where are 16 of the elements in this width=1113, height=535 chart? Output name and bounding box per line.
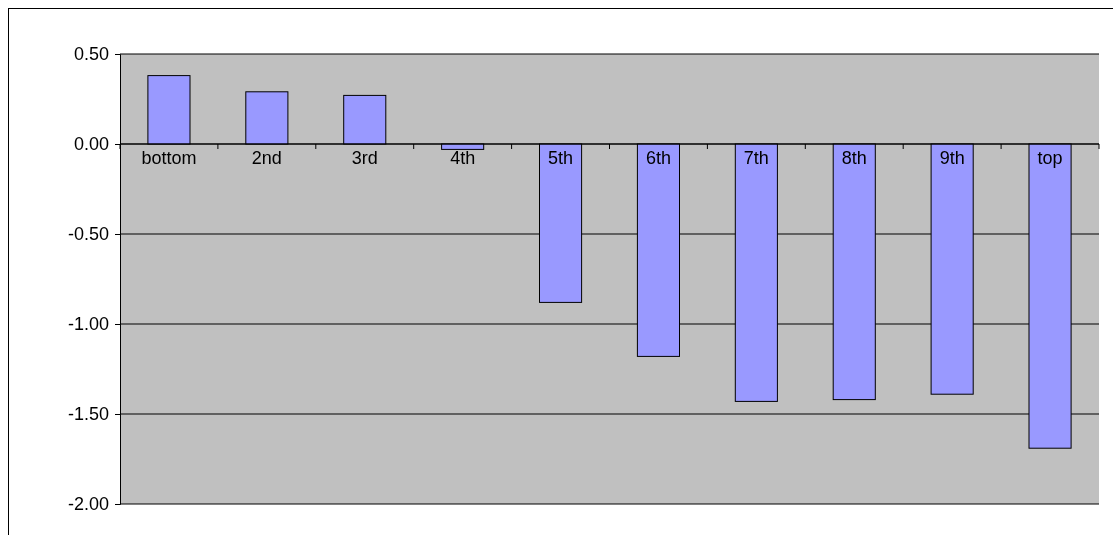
x-tick-label: 9th (939, 148, 965, 168)
y-tick-label: -2.00 (67, 494, 109, 515)
x-tick-label: 2nd (251, 148, 282, 168)
y-tick-label: -0.50 (67, 224, 109, 245)
y-tick-label: 0.00 (73, 134, 109, 155)
x-tick-label: 6th (645, 148, 671, 168)
y-tick-label: -1.00 (67, 314, 109, 335)
x-tick-label: 4th (450, 148, 476, 168)
y-tick-label: -1.50 (67, 404, 109, 425)
x-tick-label: 7th (743, 148, 769, 168)
y-tick-label: 0.50 (73, 44, 109, 65)
x-tick-label: bottom (141, 148, 197, 168)
x-tick-label: 5th (548, 148, 574, 168)
x-tick-label: 8th (841, 148, 867, 168)
x-tick-label: 3rd (351, 148, 378, 168)
x-tick-label: top (1037, 148, 1063, 168)
